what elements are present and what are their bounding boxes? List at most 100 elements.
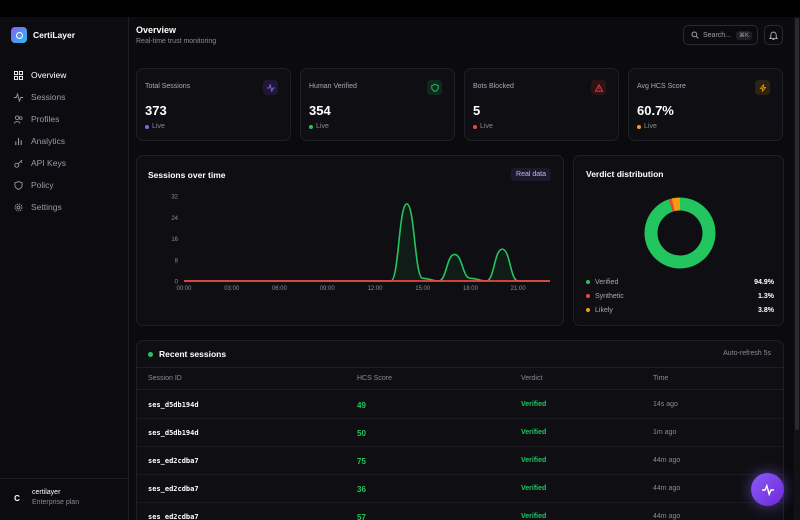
real-data-badge: Real data xyxy=(511,168,551,181)
live-dot xyxy=(148,351,153,357)
bell-icon xyxy=(769,31,778,40)
x-tick-label: 12:00 xyxy=(367,286,383,292)
x-tick-label: 03:00 xyxy=(224,286,240,292)
session-id[interactable]: ses_d5db194d xyxy=(148,401,199,409)
top-strip xyxy=(0,0,800,17)
scrollbar-thumb[interactable] xyxy=(795,18,799,430)
series-area xyxy=(184,203,550,281)
activity-icon xyxy=(761,483,774,496)
y-tick-label: 24 xyxy=(171,216,178,222)
sessions-chart-card: Sessions over time Real data 0 8 16 24 32 00:… xyxy=(136,155,564,326)
stat-card-human-verified: Human Verified 354 Live xyxy=(300,68,455,141)
live-indicator: Live xyxy=(473,123,493,130)
stat-value: 373 xyxy=(145,103,167,118)
stat-label: Bots Blocked xyxy=(473,83,514,90)
sidebar-item-label: Profiles xyxy=(31,114,60,124)
donut-slice-synthetic xyxy=(668,198,675,212)
session-time: 44m ago xyxy=(653,513,681,520)
activity-icon xyxy=(263,80,278,95)
avatar: C xyxy=(14,494,20,503)
sidebar-item-policy[interactable]: Policy xyxy=(8,174,121,196)
sidebar-item-overview[interactable]: Overview xyxy=(8,64,121,86)
notifications-button[interactable] xyxy=(764,25,783,45)
hcs-score: 36 xyxy=(357,485,366,494)
sidebar-nav: Overview Sessions Profiles Analytics xyxy=(8,64,121,218)
brand-name: CertiLayer xyxy=(33,30,76,40)
sidebar-item-label: Settings xyxy=(31,202,62,212)
column-header-session-id[interactable]: Session ID xyxy=(148,375,182,382)
session-id[interactable]: ses_ed2cdba7 xyxy=(148,485,199,493)
stat-label: Total Sessions xyxy=(145,83,191,90)
activity-fab-button[interactable] xyxy=(751,473,784,506)
stat-value: 354 xyxy=(309,103,331,118)
stat-card-total-sessions: Total Sessions 373 Live xyxy=(136,68,291,141)
session-id[interactable]: ses_ed2cdba7 xyxy=(148,457,199,465)
grid-icon xyxy=(14,70,23,80)
users-icon xyxy=(14,114,23,124)
verdict-legend: Verified 94.9% Synthetic 1.3% Likely 3.8… xyxy=(586,275,774,317)
x-tick-label: 18:00 xyxy=(463,286,479,292)
session-time: 1m ago xyxy=(653,429,677,436)
chart-title: Sessions over time xyxy=(148,170,226,180)
legend-value: 3.8% xyxy=(758,306,774,314)
sidebar-item-api-keys[interactable]: API Keys xyxy=(8,152,121,174)
user-account[interactable]: C certilayer Enterprise plan xyxy=(0,478,128,520)
table-row[interactable]: ses_ed2cdba7 75 Verified 44m ago xyxy=(137,447,783,475)
session-time: 44m ago xyxy=(653,485,681,492)
page-title: Overview xyxy=(136,25,177,35)
live-indicator: Live xyxy=(145,123,165,130)
shield-icon xyxy=(427,80,442,95)
y-tick-label: 0 xyxy=(175,280,179,286)
search-placeholder: Search... xyxy=(703,31,732,39)
column-header-verdict[interactable]: Verdict xyxy=(521,375,543,382)
user-name: certilayer xyxy=(32,489,61,496)
session-id[interactable]: ses_d5db194d xyxy=(148,429,199,437)
verdict-title: Verdict distribution xyxy=(586,169,664,179)
zap-icon xyxy=(755,80,770,95)
gear-icon xyxy=(14,203,23,212)
sidebar-item-label: Analytics xyxy=(31,136,66,146)
brand[interactable]: CertiLayer xyxy=(11,27,75,43)
session-time: 14s ago xyxy=(653,401,678,408)
hcs-score: 50 xyxy=(357,429,366,438)
legend-value: 1.3% xyxy=(758,292,774,300)
hcs-score: 57 xyxy=(357,513,366,520)
verdict-badge: Verified xyxy=(521,429,547,436)
legend-swatch xyxy=(586,308,590,312)
table-row[interactable]: ses_ed2cdba7 36 Verified 44m ago xyxy=(137,475,783,503)
sidebar-item-profiles[interactable]: Profiles xyxy=(8,108,121,130)
verdict-donut-chart xyxy=(644,197,716,269)
verdict-distribution-card: Verdict distribution Verified 94.9% Synt… xyxy=(573,155,784,326)
search-icon xyxy=(691,31,699,39)
sidebar-item-analytics[interactable]: Analytics xyxy=(8,130,121,152)
live-indicator: Live xyxy=(637,123,657,130)
table-row[interactable]: ses_ed2cdba7 57 Verified 44m ago xyxy=(137,503,783,520)
column-header-time[interactable]: Time xyxy=(653,375,669,382)
sidebar-item-label: Sessions xyxy=(31,92,66,102)
y-tick-label: 8 xyxy=(175,258,179,264)
table-row[interactable]: ses_d5db194d 50 Verified 1m ago xyxy=(137,419,783,447)
sidebar-item-sessions[interactable]: Sessions xyxy=(8,86,121,108)
legend-label: Verified xyxy=(595,278,619,286)
legend-label: Likely xyxy=(595,306,613,314)
sidebar-item-label: API Keys xyxy=(31,158,66,168)
table-column-headers: Session ID HCS Score Verdict Time xyxy=(137,368,783,390)
table-row[interactable]: ses_d5db194d 49 Verified 14s ago xyxy=(137,391,783,419)
sidebar-item-label: Overview xyxy=(31,70,67,80)
session-id[interactable]: ses_ed2cdba7 xyxy=(148,513,199,520)
bar-chart-icon xyxy=(14,137,23,146)
verdict-badge: Verified xyxy=(521,401,547,408)
stat-card-avg-hcs-score: Avg HCS Score 60.7% Live xyxy=(628,68,783,141)
hcs-score: 75 xyxy=(357,457,366,466)
stat-label: Human Verified xyxy=(309,83,357,90)
recent-sessions-card: Recent sessions Auto-refresh 5s Session … xyxy=(136,340,784,520)
stat-value: 5 xyxy=(473,103,481,118)
verdict-badge: Verified xyxy=(521,485,547,492)
x-tick-label: 09:00 xyxy=(320,286,336,292)
verdict-badge: Verified xyxy=(521,513,547,520)
sidebar-item-settings[interactable]: Settings xyxy=(8,196,121,218)
search-button[interactable]: Search... ⌘K xyxy=(683,25,758,45)
stat-value: 60.7% xyxy=(637,103,674,118)
live-indicator: Live xyxy=(309,123,329,130)
column-header-hcs-score[interactable]: HCS Score xyxy=(357,375,393,382)
